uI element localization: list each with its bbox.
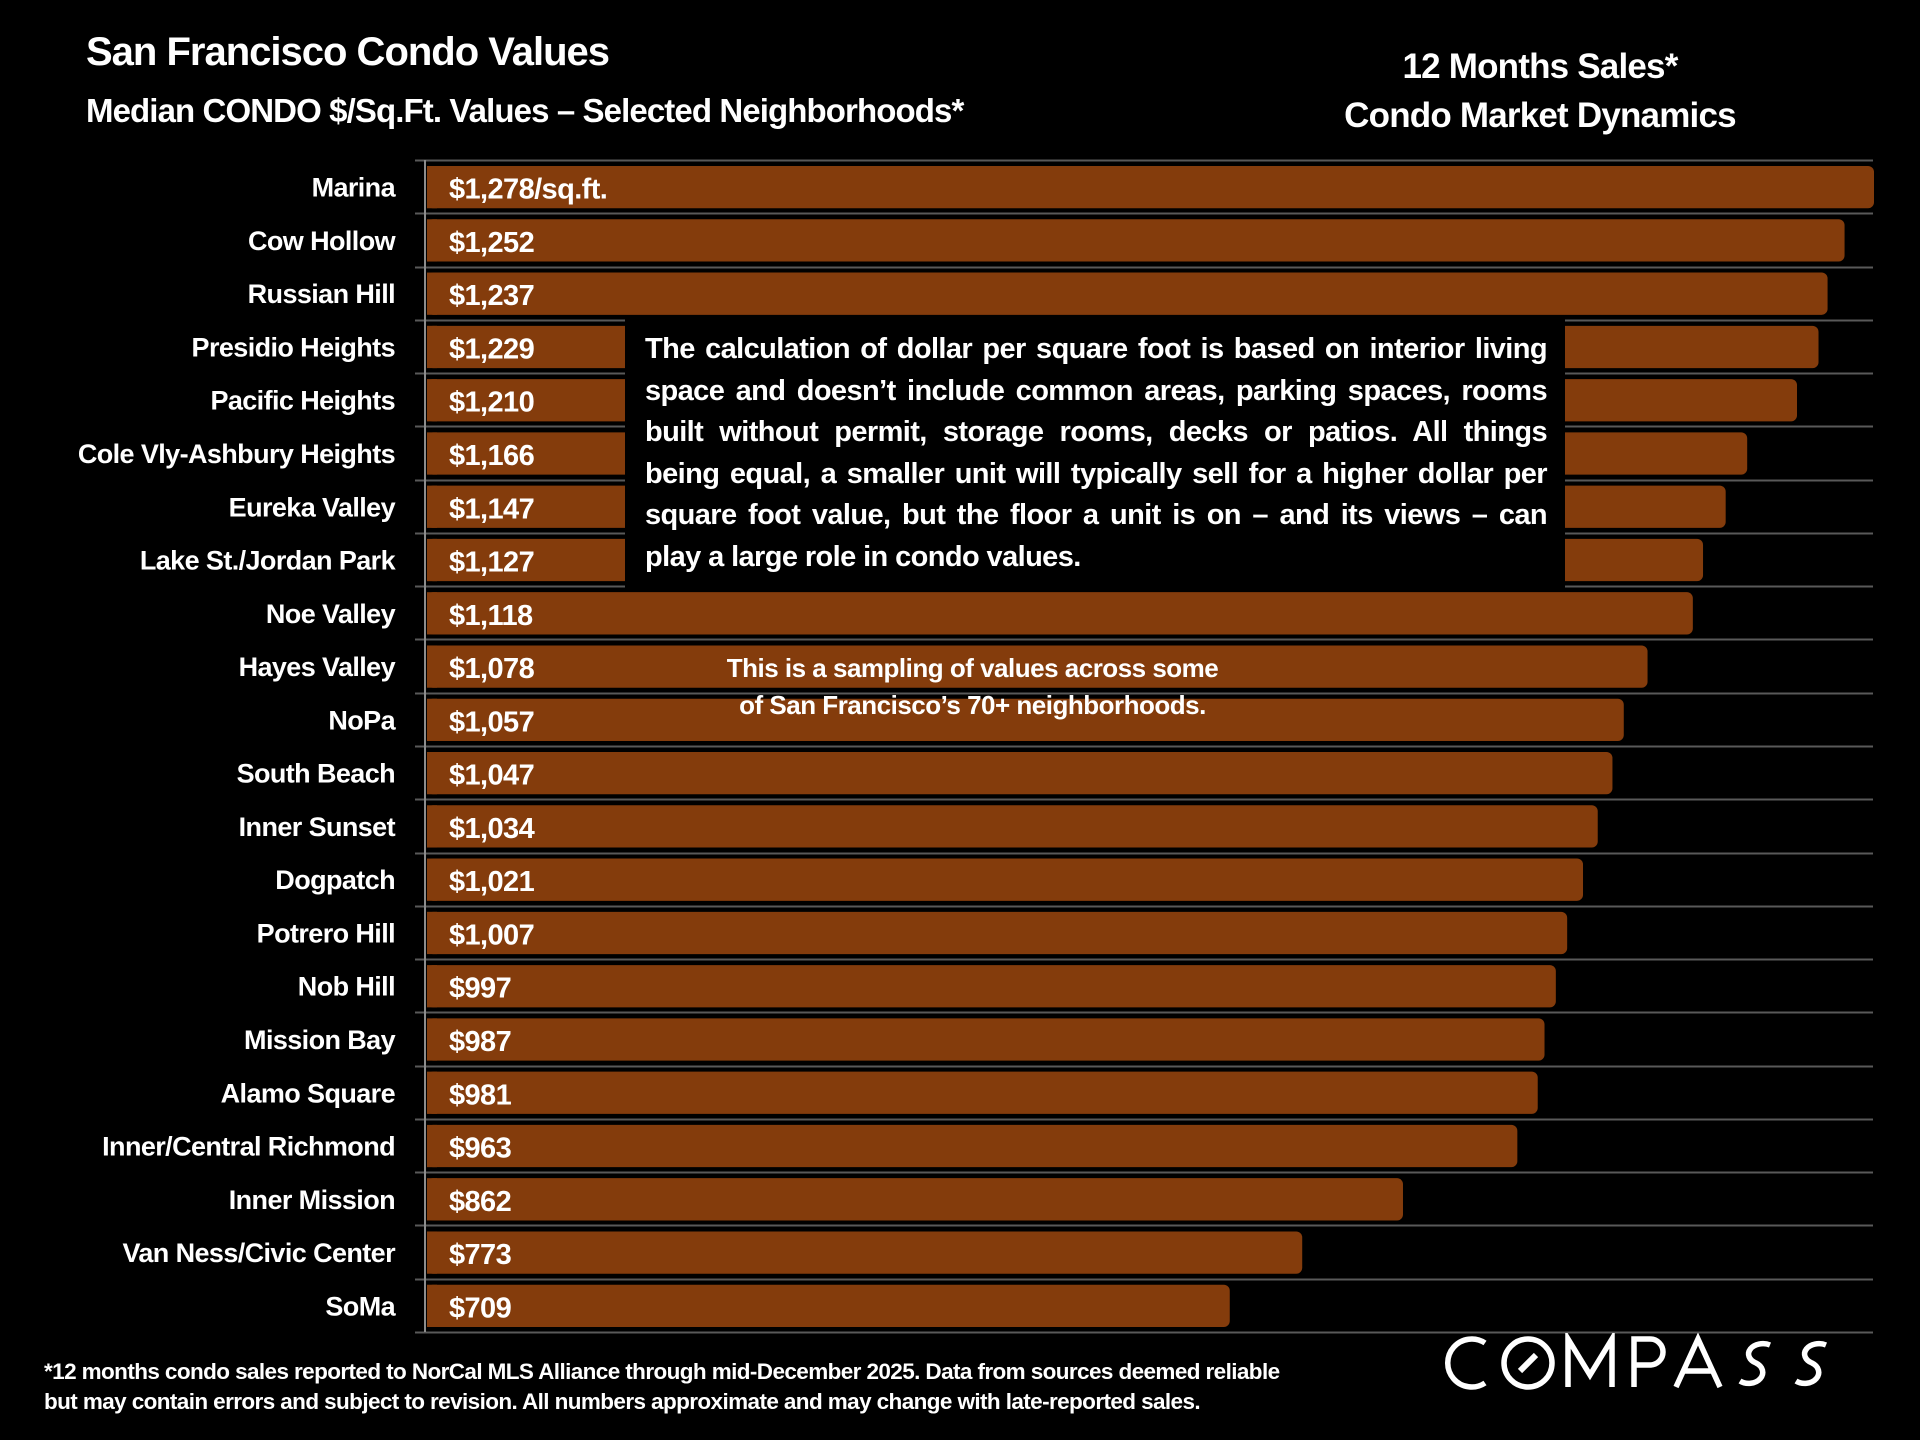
category-label: Pacific Heights xyxy=(210,386,395,416)
chart-title: San Francisco Condo Values xyxy=(86,30,610,74)
category-label: Noe Valley xyxy=(266,599,396,629)
bar-left-edge xyxy=(427,911,437,955)
data-label: $1,147 xyxy=(449,493,534,525)
bar-left-edge xyxy=(427,1124,437,1168)
bar-left-edge xyxy=(427,698,437,741)
category-label: Alamo Square xyxy=(221,1078,396,1108)
category-label: Nob Hill xyxy=(298,972,395,1002)
data-label: $1,229 xyxy=(449,333,535,365)
data-label: $963 xyxy=(449,1133,512,1165)
sampling-note: This is a sampling of values across some… xyxy=(700,650,1245,724)
bar-left-edge xyxy=(427,592,437,635)
category-label: Mission Bay xyxy=(244,1025,396,1055)
data-label: $1,021 xyxy=(449,866,535,898)
data-label: $773 xyxy=(449,1239,512,1271)
data-label: $1,057 xyxy=(449,706,534,738)
bar xyxy=(427,1284,1230,1327)
data-label: $981 xyxy=(449,1079,512,1111)
data-label: $1,210 xyxy=(449,387,534,419)
category-label: Lake St./Jordan Park xyxy=(140,546,397,576)
bar-left-edge xyxy=(427,379,437,422)
period-heading: 12 Months Sales* xyxy=(1402,47,1678,86)
data-label: $1,034 xyxy=(449,813,535,845)
category-label: Cow Hollow xyxy=(248,226,397,256)
category-label: Inner Sunset xyxy=(239,812,396,842)
sampling-note-line2: of San Francisco’s 70+ neighborhoods. xyxy=(739,690,1206,720)
category-label: SoMa xyxy=(325,1291,396,1321)
category-label: Eureka Valley xyxy=(229,492,396,522)
footnote-line2: but may contain errors and subject to re… xyxy=(44,1389,1201,1414)
methodology-note: The calculation of dollar per square foo… xyxy=(625,315,1565,592)
category-label: NoPa xyxy=(328,705,396,735)
category-label: Presidio Heights xyxy=(192,332,395,362)
data-label: $997 xyxy=(449,973,511,1005)
bar-left-edge xyxy=(427,166,437,209)
data-label: $1,252 xyxy=(449,227,534,259)
bar-left-edge xyxy=(427,752,437,795)
bar xyxy=(427,592,1693,635)
data-label: $1,127 xyxy=(449,547,534,579)
data-label: $1,237 xyxy=(449,280,534,312)
category-label: Marina xyxy=(312,173,397,203)
category-label: Cole Vly-Ashbury Heights xyxy=(78,439,395,469)
bar-left-edge xyxy=(427,1284,437,1327)
data-label: $987 xyxy=(449,1026,511,1058)
bar xyxy=(427,272,1828,315)
bar xyxy=(427,1124,1518,1168)
category-label: Dogpatch xyxy=(275,865,395,895)
data-label: $1,166 xyxy=(449,440,535,472)
category-label: South Beach xyxy=(237,759,395,789)
category-label: Van Ness/Civic Center xyxy=(122,1238,396,1268)
bar-left-edge xyxy=(427,432,437,475)
bar xyxy=(427,965,1556,1008)
bar-left-edge xyxy=(427,1178,437,1221)
category-label: Hayes Valley xyxy=(239,652,396,682)
category-label: Russian Hill xyxy=(248,279,395,309)
bar-left-edge xyxy=(427,858,437,901)
bar-left-edge xyxy=(427,485,437,528)
bar-left-edge xyxy=(427,219,437,262)
bar xyxy=(427,911,1568,955)
bar xyxy=(427,1231,1303,1274)
bar-left-edge xyxy=(427,1071,437,1114)
footnote: *12 months condo sales reported to NorCa… xyxy=(44,1357,1280,1417)
category-label: Inner Mission xyxy=(229,1185,395,1215)
footnote-line1: *12 months condo sales reported to NorCa… xyxy=(44,1359,1280,1384)
bar-left-edge xyxy=(427,965,437,1008)
bar-left-edge xyxy=(427,325,437,369)
data-label: $862 xyxy=(449,1186,511,1218)
chart-subtitle: Median CONDO $/Sq.Ft. Values – Selected … xyxy=(86,92,964,129)
bar xyxy=(427,1071,1538,1114)
bar xyxy=(427,752,1613,795)
bar xyxy=(427,698,1624,741)
bar-left-edge xyxy=(427,272,437,315)
data-label: $1,278/sq.ft. xyxy=(449,174,607,206)
bar xyxy=(427,219,1845,262)
bar xyxy=(427,1018,1545,1061)
bar xyxy=(427,858,1584,901)
bar xyxy=(427,805,1598,848)
bar-left-edge xyxy=(427,645,437,688)
bar-left-edge xyxy=(427,538,437,582)
category-label: Inner/Central Richmond xyxy=(102,1132,395,1162)
bar xyxy=(427,166,1874,209)
bar-left-edge xyxy=(427,805,437,848)
bar-left-edge xyxy=(427,1231,437,1274)
bar-left-edge xyxy=(427,1018,437,1061)
sampling-note-line1: This is a sampling of values across some xyxy=(726,653,1219,683)
bar xyxy=(427,1178,1403,1221)
data-label: $709 xyxy=(449,1292,512,1324)
data-label: $1,118 xyxy=(449,600,533,632)
data-label: $1,078 xyxy=(449,653,535,685)
data-label: $1,047 xyxy=(449,760,534,792)
category-label: Potrero Hill xyxy=(257,918,395,948)
section-heading: Condo Market Dynamics xyxy=(1344,96,1736,135)
data-label: $1,007 xyxy=(449,919,534,951)
bar xyxy=(427,645,1648,688)
compass-logo-icon xyxy=(1444,1333,1828,1390)
